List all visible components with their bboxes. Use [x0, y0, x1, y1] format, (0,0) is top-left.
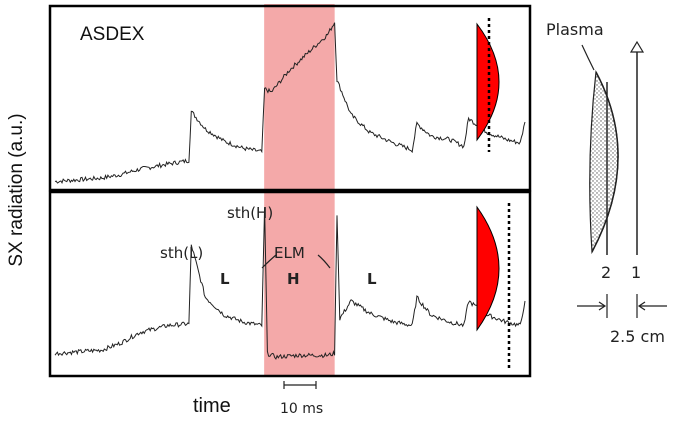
- plasma-arrow: [581, 44, 595, 71]
- plasma-edge: [591, 71, 619, 253]
- phase-l-label-1: L: [220, 270, 230, 288]
- geometry-inset: Plasma 2 1 2.5 cm: [546, 20, 667, 346]
- lower-sx-trace: [54, 207, 526, 360]
- sth-h-label: sth(H): [227, 204, 273, 222]
- chord-1-label: 1: [631, 263, 641, 282]
- chord-2-label: 2: [601, 263, 611, 282]
- x-axis-label: time: [193, 395, 231, 417]
- machine-label: ASDEX: [80, 24, 145, 45]
- elm-bracket: [261, 254, 331, 269]
- lower-plasma-marker: [476, 205, 500, 332]
- distance-label: 2.5 cm: [610, 327, 665, 346]
- phase-h-label: H: [287, 270, 300, 288]
- scale-bar: [283, 381, 317, 389]
- dim-arrow-left: [577, 301, 607, 311]
- detector-triangle-icon: [629, 40, 645, 53]
- lower-panel-frame: [48, 190, 532, 378]
- sth-l-label: sth(L): [160, 244, 203, 262]
- upper-panel-frame: [48, 4, 532, 192]
- y-axis-label: SX radiation (a.u.): [6, 113, 27, 266]
- dim-arrow-right: [637, 301, 667, 311]
- phase-l-label-2: L: [367, 270, 377, 288]
- upper-plasma-marker: [476, 22, 500, 142]
- elm-label: ELM: [274, 244, 305, 262]
- scale-bar-label: 10 ms: [280, 401, 323, 417]
- upper-sx-trace: [54, 22, 526, 184]
- plasma-label: Plasma: [546, 20, 604, 39]
